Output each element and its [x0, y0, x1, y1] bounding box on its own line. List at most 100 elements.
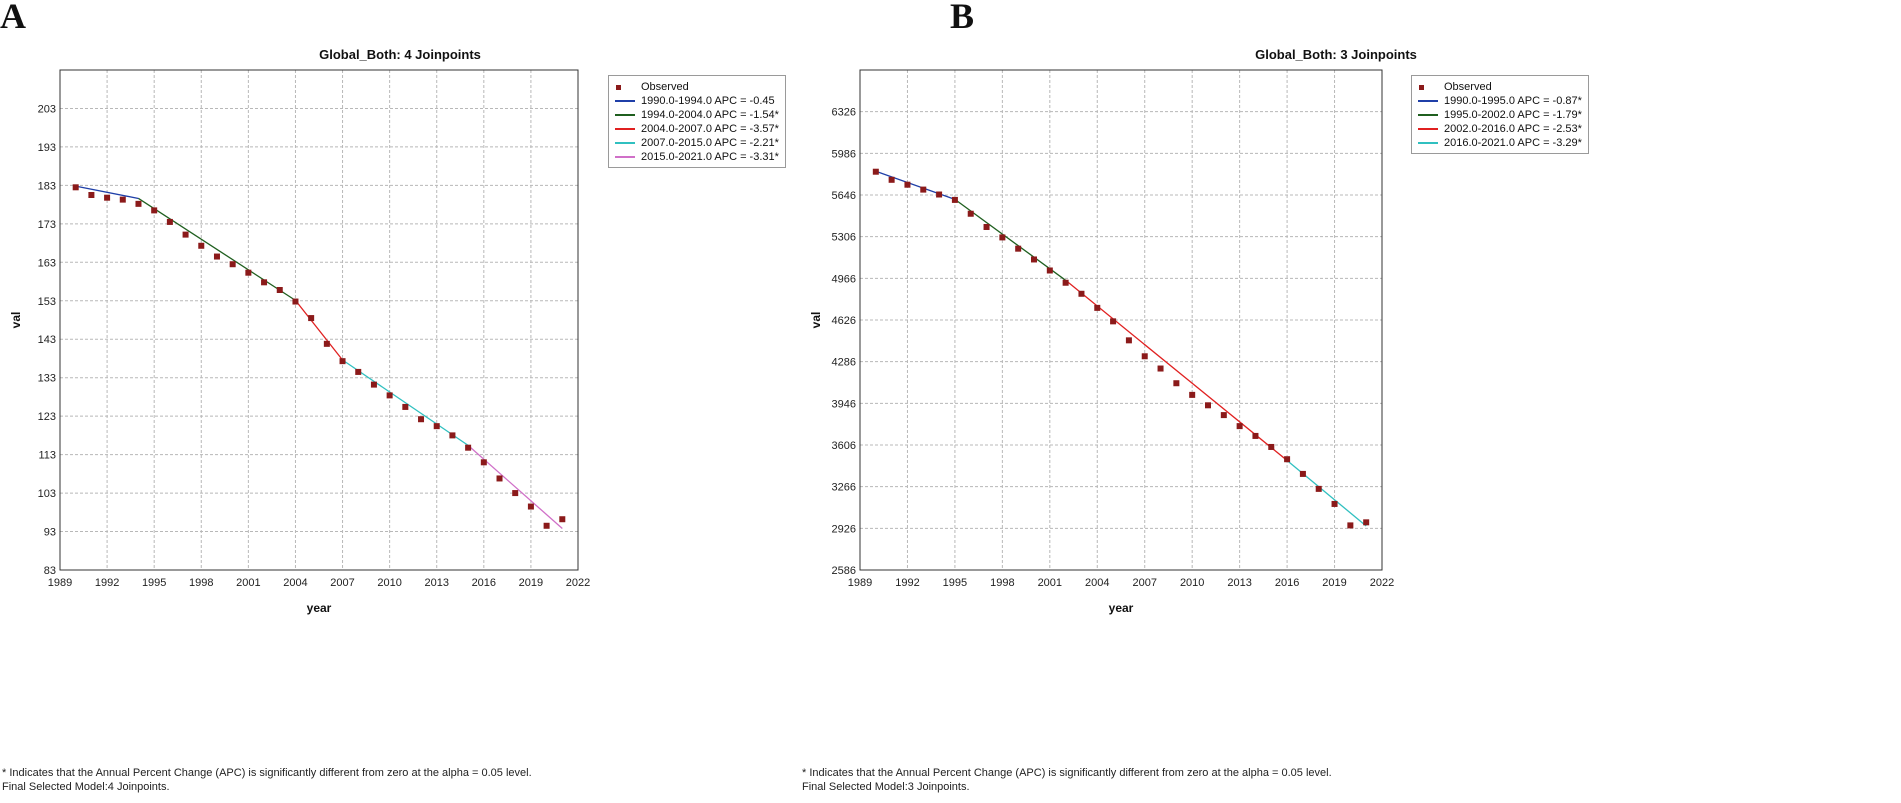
observed-point [166, 218, 173, 225]
x-tick-label: 2007 [1132, 577, 1156, 589]
observed-point [496, 475, 503, 482]
x-tick-label: 2007 [330, 577, 354, 589]
observed-point [182, 231, 189, 238]
observed-point [1046, 267, 1053, 274]
y-tick-label: 4966 [832, 273, 856, 285]
y-tick-label: 5646 [832, 190, 856, 202]
x-tick-label: 2016 [472, 577, 496, 589]
observed-point [1284, 456, 1291, 463]
x-tick-label: 1989 [48, 577, 72, 589]
legend-swatch [1418, 128, 1438, 130]
observed-point [1031, 256, 1037, 263]
observed-point [1094, 304, 1101, 311]
y-tick-label: 5306 [832, 232, 856, 244]
chart-title: Global_Both: 3 Joinpoints [1255, 47, 1417, 62]
series-line-4 [342, 359, 469, 446]
x-tick-label: 2022 [1370, 577, 1394, 589]
x-tick-label: 2010 [1180, 577, 1204, 589]
x-tick-label: 2022 [566, 577, 590, 589]
observed-point [229, 261, 236, 268]
observed-point [1220, 412, 1227, 419]
legend-swatch [1418, 100, 1438, 102]
x-tick-label: 2004 [1085, 577, 1109, 589]
observed-point [1252, 432, 1259, 439]
legend-label: Observed [641, 81, 689, 93]
y-tick-label: 183 [38, 180, 56, 192]
x-tick-label: 2001 [236, 577, 260, 589]
footnote-significance: * Indicates that the Annual Percent Chan… [802, 767, 1332, 779]
x-tick-label: 1995 [943, 577, 967, 589]
legend-label: 2002.0-2016.0 APC = -2.53* [1444, 123, 1582, 135]
y-tick-label: 203 [38, 103, 56, 115]
legend-label: Observed [1444, 81, 1492, 93]
chart-title: Global_Both: 4 Joinpoints [319, 47, 481, 62]
legend-item-segment-4: 2016.0-2021.0 APC = -3.29* [1418, 136, 1582, 150]
observed-point [1299, 470, 1306, 477]
observed-point [1189, 391, 1196, 398]
y-tick-label: 3946 [832, 398, 856, 410]
legend-marker [615, 80, 635, 94]
panel-label: A [0, 0, 26, 36]
legend-item-segment-5: 2015.0-2021.0 APC = -3.31* [615, 150, 779, 164]
observed-point [1125, 337, 1132, 344]
observed-point [1078, 290, 1085, 297]
x-tick-label: 2019 [1322, 577, 1346, 589]
observed-point [245, 269, 252, 276]
y-tick-label: 143 [38, 334, 56, 346]
x-tick-label: 2001 [1038, 577, 1062, 589]
footnote-significance: * Indicates that the Annual Percent Chan… [2, 767, 532, 779]
y-tick-label: 133 [38, 373, 56, 385]
series-line-1 [75, 185, 139, 200]
y-tick-label: 103 [38, 488, 56, 500]
y-tick-label: 6326 [832, 107, 856, 119]
series-line-5 [467, 444, 563, 529]
y-tick-label: 4626 [832, 315, 856, 327]
legend-swatch [615, 128, 635, 130]
series-line-3 [1065, 279, 1288, 461]
x-tick-label: 1989 [848, 577, 872, 589]
chart-plot-a: 1989 1992 1995 1998 2001 2004 2007 2010 2013 2016… [9, 69, 590, 615]
observed-point [951, 196, 958, 203]
legend-item-segment-2: 1995.0-2002.0 APC = -1.79* [1418, 108, 1582, 122]
observed-point [418, 416, 425, 423]
legend-swatch [615, 156, 635, 158]
observed-point [1236, 423, 1243, 430]
observed-point [559, 516, 566, 523]
legend-swatch [615, 100, 635, 102]
series-line-2 [138, 197, 296, 301]
observed-point [308, 315, 315, 322]
legend-marker [1418, 80, 1438, 94]
plot-frame [59, 69, 579, 571]
observed-point [119, 196, 126, 203]
legend-swatch [615, 142, 635, 144]
observed-point [1015, 245, 1022, 252]
legend-item-observed: Observed [615, 80, 779, 94]
observed-point [213, 253, 220, 260]
observed-point [1157, 365, 1164, 372]
y-tick-label: 173 [38, 219, 56, 231]
series-line-3 [294, 299, 344, 361]
y-tick-label: 2926 [832, 523, 856, 535]
footnote-model: Final Selected Model:3 Joinpoints. [802, 781, 970, 793]
observed-point [904, 181, 911, 188]
y-tick-label: 163 [38, 257, 56, 269]
observed-point [135, 200, 142, 207]
x-tick-label: 1998 [189, 577, 213, 589]
observed-point [936, 191, 943, 198]
chart-panel-b: B Global_Both: 3 Joinpoints 1989 1992 1995… [802, 0, 1900, 803]
observed-point [527, 503, 534, 510]
x-tick-label: 1995 [142, 577, 166, 589]
legend-label: 1990.0-1994.0 APC = -0.45 [641, 95, 775, 107]
observed-point [480, 459, 487, 466]
x-tick-label: 1992 [95, 577, 119, 589]
chart-plot-b: 1989 1992 1995 1998 2001 2004 2007 2010 2013 2016… [809, 69, 1394, 615]
legend-label: 1990.0-1995.0 APC = -0.87* [1444, 95, 1582, 107]
footnote-model: Final Selected Model:4 Joinpoints. [2, 781, 170, 793]
observed-point [323, 340, 330, 347]
legend-label: 2007.0-2015.0 APC = -2.21* [641, 137, 779, 149]
chart-legend: Observed 1990.0-1994.0 APC = -0.45 1994.0-… [608, 75, 786, 168]
legend-item-segment-2: 1994.0-2004.0 APC = -1.54* [615, 108, 779, 122]
y-tick-label: 3606 [832, 440, 856, 452]
y-tick-label: 83 [44, 565, 56, 577]
legend-label: 2015.0-2021.0 APC = -3.31* [641, 151, 779, 163]
